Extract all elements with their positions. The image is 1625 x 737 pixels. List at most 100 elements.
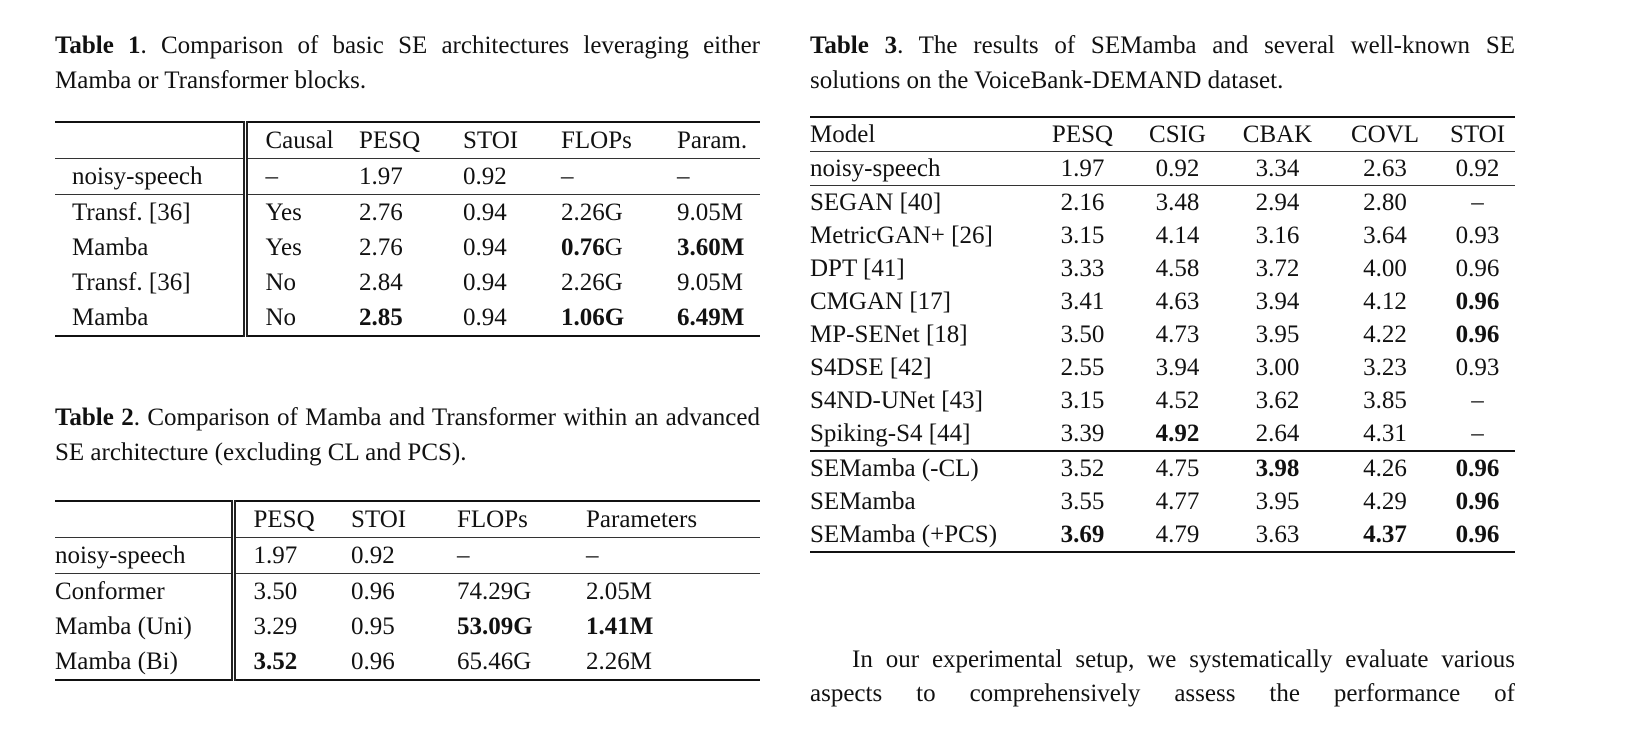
table2-caption: Table 2. Comparison of Mamba and Transfo… xyxy=(55,400,760,470)
table-cell: 0.94 xyxy=(463,303,507,331)
table-cell: 2.94 xyxy=(1225,185,1330,219)
column-header: PESQ xyxy=(359,122,463,159)
table-cell: 3.94 xyxy=(1155,353,1200,381)
table-cell: 3.64 xyxy=(1363,221,1407,249)
table-cell: 4.12 xyxy=(1363,287,1407,315)
table-cell: 3.85 xyxy=(1363,386,1407,414)
table-cell: 1.97 xyxy=(253,541,298,569)
table-row: SEGAN [40] 2.16 3.48 2.94 2.80– xyxy=(810,185,1515,219)
table-cell: 0.96 xyxy=(1440,318,1515,351)
bold-value: 3.60M xyxy=(677,233,745,261)
table3-caption-text: . The results of SEMamba and several wel… xyxy=(810,32,1515,94)
row-label: Mamba xyxy=(55,300,248,336)
row-label: DPT [41] xyxy=(810,254,905,282)
table-cell: Yes xyxy=(265,233,302,261)
table-cell: 3.63 xyxy=(1255,520,1300,548)
column-header: Param. xyxy=(677,122,760,159)
table-cell: 3.48 xyxy=(1130,185,1225,219)
row-label: S4ND-UNet [43] xyxy=(810,386,983,414)
column-header: FLOPs xyxy=(561,122,677,159)
table-row: SEMamba (+PCS) 3.69 4.79 3.63 4.37 0.96 xyxy=(810,518,1515,552)
table-cell: 4.29 xyxy=(1363,487,1407,515)
table-cell: 1.41M xyxy=(586,609,760,644)
table-cell: 3.23 xyxy=(1363,353,1407,381)
column-header xyxy=(55,122,248,159)
row-label: noisy-speech xyxy=(55,158,248,195)
table-cell: – xyxy=(561,162,574,190)
table-cell: 2.26M xyxy=(586,647,652,675)
table-cell: 3.72 xyxy=(1255,254,1300,282)
row-label: Transf. [36] xyxy=(55,265,248,300)
bold-value: 4.37 xyxy=(1363,520,1407,548)
table-cell: No xyxy=(265,268,297,296)
table-cell: 0.92 xyxy=(1455,154,1500,182)
table-cell: Yes xyxy=(245,194,359,230)
table1-caption: Table 1. Comparison of basic SE architec… xyxy=(55,28,760,98)
table-row: Mamba Yes 2.76 0.94 0.76G 3.60M xyxy=(55,230,760,265)
table-row: Mamba (Bi) 3.52 0.96 65.46G 2.26M xyxy=(55,644,760,680)
table-row: SEMamba 3.55 4.77 3.95 4.29 0.96 xyxy=(810,485,1515,518)
table-cell: 4.77 xyxy=(1155,487,1200,515)
table-cell: – xyxy=(457,541,470,569)
column-header: COVL xyxy=(1330,117,1440,152)
table-cell: 0.96 xyxy=(1440,285,1515,318)
table-cell: 3.50 xyxy=(1060,320,1105,348)
table-cell: 1.97 xyxy=(359,162,403,190)
table3-label: Table 3 xyxy=(810,32,898,59)
table-cell: 0.76G xyxy=(561,230,677,265)
table-cell: 2.26G xyxy=(561,268,623,296)
table-cell: 3.00 xyxy=(1255,353,1300,381)
row-label: SEGAN [40] xyxy=(810,185,1035,219)
table-cell: 0.93 xyxy=(1455,221,1500,249)
table-cell: 4.22 xyxy=(1363,320,1407,348)
column-header: Model xyxy=(810,117,1035,152)
table-row: Spiking-S4 [44] 3.39 4.92 2.64 4.31 – xyxy=(810,417,1515,451)
table-row: noisy-speech 1.97 0.92 3.34 2.63 0.92 xyxy=(810,152,1515,186)
table-cell: 3.50 xyxy=(233,573,351,609)
table-cell: 0.96 xyxy=(1440,450,1515,485)
table-row: Transf. [36] No 2.84 0.94 2.26G 9.05M xyxy=(55,265,760,300)
bold-value: 3.52 xyxy=(253,647,298,675)
table-cell: – xyxy=(677,162,690,190)
table-cell: 2.76 xyxy=(359,194,463,230)
bold-value: 6.49M xyxy=(677,303,745,331)
table-cell: 4.58 xyxy=(1155,254,1200,282)
column-header: STOI xyxy=(463,122,561,159)
row-label: MP-SENet [18] xyxy=(810,320,968,348)
bold-value: 0.96 xyxy=(1455,320,1500,348)
table-cell: – xyxy=(1440,185,1515,219)
table-cell: No xyxy=(265,303,297,331)
table-cell: 3.62 xyxy=(1255,386,1300,414)
table-row: SEMamba (-CL) 3.52 4.75 3.98 4.26 0.96 xyxy=(810,450,1515,485)
table-cell: 3.55 xyxy=(1060,487,1105,515)
table-cell: 53.09G xyxy=(457,609,586,644)
table-cell: 0.94 xyxy=(463,194,561,230)
column-header: FLOPs xyxy=(457,501,586,538)
table-cell: 3.69 xyxy=(1035,518,1130,552)
table-cell: 4.00 xyxy=(1363,254,1407,282)
table1: Causal PESQ STOI FLOPs Param. noisy-speech –1.… xyxy=(55,121,760,337)
table-cell: 9.05M xyxy=(677,194,760,230)
table-cell: 3.15 xyxy=(1060,221,1105,249)
table-cell: – xyxy=(1471,419,1484,447)
table-cell: 3.15 xyxy=(1060,386,1105,414)
table-cell: 0.92 xyxy=(1155,154,1200,182)
row-label: noisy-speech xyxy=(55,537,236,574)
bold-value: 2.85 xyxy=(359,303,403,331)
table-row: CMGAN [17] 3.41 4.63 3.94 4.12 0.96 xyxy=(810,285,1515,318)
table-cell: 2.16 xyxy=(1035,185,1130,219)
table-cell: 0.96 xyxy=(1440,485,1515,518)
table1-caption-text: . Comparison of basic SE architectures l… xyxy=(55,32,760,94)
table-cell: 3.98 xyxy=(1225,450,1330,485)
table-cell: 4.75 xyxy=(1130,450,1225,485)
table-cell: 3.41 xyxy=(1060,287,1105,315)
bold-value: 0.76 xyxy=(561,233,605,261)
table-row: S4ND-UNet [43] 3.15 4.52 3.62 3.85 – xyxy=(810,384,1515,417)
body-paragraph: In our experimental setup, we systematic… xyxy=(810,646,1515,707)
table2-caption-text: . Comparison of Mamba and Transformer wi… xyxy=(55,404,760,466)
column-header xyxy=(55,501,236,538)
table1-label: Table 1 xyxy=(55,32,141,59)
bold-value: 0.96 xyxy=(1455,454,1500,482)
table-cell: 3.52 xyxy=(1035,450,1130,485)
table-row: MetricGAN+ [26] 3.15 4.14 3.16 3.64 0.93 xyxy=(810,219,1515,252)
